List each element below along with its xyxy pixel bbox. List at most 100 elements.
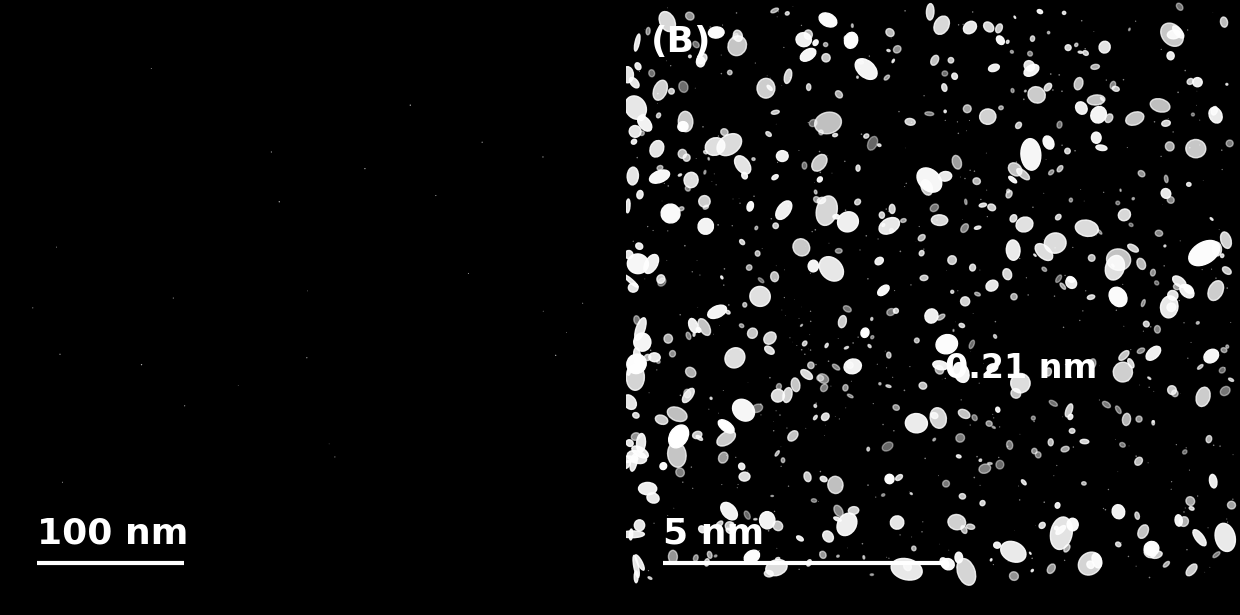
Ellipse shape (649, 353, 660, 362)
Ellipse shape (755, 251, 760, 256)
Ellipse shape (637, 116, 652, 131)
Point (765, 507, 785, 517)
Point (1203, 113, 1223, 123)
Point (895, 181, 915, 191)
Ellipse shape (1055, 502, 1060, 508)
Ellipse shape (940, 558, 949, 568)
Point (764, 416, 784, 426)
Point (965, 472, 985, 482)
Ellipse shape (784, 69, 792, 84)
Point (401, 100, 420, 110)
Ellipse shape (815, 112, 842, 134)
Point (717, 451, 737, 461)
Point (637, 221, 657, 231)
Ellipse shape (952, 156, 961, 169)
Point (647, 365, 667, 375)
Ellipse shape (993, 542, 1001, 548)
Ellipse shape (1091, 132, 1101, 143)
Ellipse shape (1003, 269, 1012, 280)
Point (1121, 344, 1141, 354)
Ellipse shape (1137, 258, 1146, 269)
Point (1089, 107, 1109, 117)
Ellipse shape (904, 562, 911, 571)
Point (725, 453, 745, 462)
Ellipse shape (744, 511, 750, 519)
Ellipse shape (725, 347, 745, 368)
Point (718, 522, 738, 531)
Ellipse shape (771, 389, 785, 402)
Point (1107, 467, 1127, 477)
Point (47, 242, 67, 252)
Ellipse shape (634, 347, 641, 365)
Ellipse shape (627, 254, 649, 274)
Ellipse shape (634, 571, 639, 582)
Ellipse shape (1187, 79, 1193, 84)
Point (1034, 188, 1054, 198)
Ellipse shape (939, 172, 952, 181)
Ellipse shape (1017, 169, 1029, 180)
Ellipse shape (975, 292, 981, 296)
Ellipse shape (1035, 452, 1042, 458)
Ellipse shape (802, 162, 807, 169)
Ellipse shape (678, 149, 687, 158)
Ellipse shape (1011, 389, 1021, 398)
Point (805, 178, 825, 188)
Ellipse shape (739, 324, 744, 328)
Ellipse shape (792, 239, 810, 256)
Ellipse shape (1068, 277, 1075, 282)
Point (791, 302, 811, 312)
Ellipse shape (668, 89, 675, 94)
Ellipse shape (805, 30, 812, 39)
Point (1114, 75, 1133, 85)
Ellipse shape (706, 138, 725, 156)
Ellipse shape (668, 550, 677, 563)
Ellipse shape (649, 69, 655, 77)
Ellipse shape (1083, 50, 1089, 55)
Point (1177, 443, 1197, 453)
Ellipse shape (1011, 373, 1030, 393)
Point (1024, 416, 1044, 426)
Ellipse shape (760, 512, 775, 529)
Ellipse shape (1166, 142, 1174, 151)
Ellipse shape (1161, 296, 1178, 318)
Point (914, 91, 934, 101)
Point (988, 453, 1008, 462)
Point (796, 242, 816, 252)
Ellipse shape (925, 112, 934, 116)
Ellipse shape (764, 332, 776, 344)
Ellipse shape (1135, 457, 1142, 466)
Point (854, 132, 874, 141)
Point (714, 264, 734, 274)
Point (713, 386, 733, 395)
Point (960, 165, 980, 175)
Ellipse shape (635, 318, 646, 340)
Ellipse shape (686, 367, 696, 377)
Ellipse shape (631, 139, 636, 145)
Ellipse shape (688, 319, 698, 333)
Point (730, 198, 750, 208)
Ellipse shape (746, 265, 751, 271)
Point (801, 345, 821, 355)
Ellipse shape (988, 204, 996, 211)
Ellipse shape (635, 34, 640, 51)
Ellipse shape (1011, 215, 1017, 222)
Point (1221, 317, 1240, 327)
Point (1143, 386, 1163, 396)
Ellipse shape (844, 36, 848, 40)
Ellipse shape (660, 462, 667, 470)
Ellipse shape (986, 421, 992, 426)
Point (1055, 360, 1075, 370)
Point (949, 20, 968, 30)
Point (929, 470, 949, 480)
Ellipse shape (893, 405, 899, 410)
Point (744, 191, 764, 201)
Point (832, 482, 852, 492)
Point (970, 265, 990, 275)
Ellipse shape (1032, 448, 1037, 454)
Ellipse shape (1173, 276, 1185, 287)
Point (1023, 202, 1043, 212)
Point (1095, 505, 1115, 515)
Point (782, 337, 802, 347)
Ellipse shape (837, 212, 858, 232)
Ellipse shape (734, 156, 750, 174)
